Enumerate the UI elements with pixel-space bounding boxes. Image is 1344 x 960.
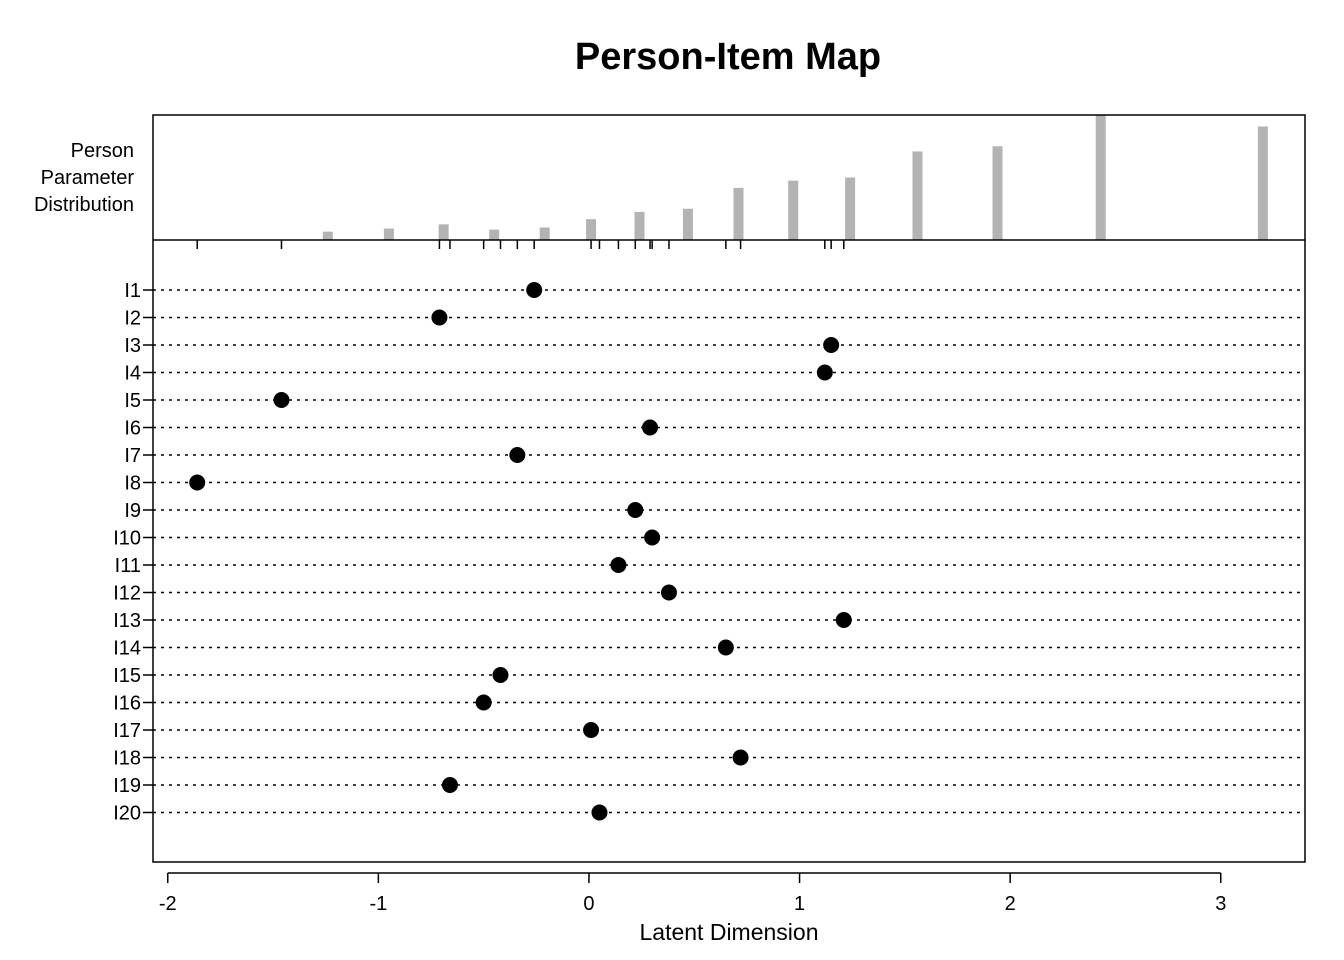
person-distribution-bar (1095, 115, 1106, 240)
item-location-point (660, 584, 677, 601)
item-label: I19 (113, 775, 141, 797)
person-label-line-2: Parameter (40, 167, 134, 189)
item-location-point (642, 419, 659, 436)
item-label: I11 (115, 555, 141, 577)
item-label: I12 (113, 583, 141, 605)
person-distribution-bar (438, 224, 449, 240)
item-location-point (189, 474, 206, 491)
item-label: I9 (124, 500, 141, 522)
item-location-point (441, 777, 458, 793)
item-label: I18 (113, 748, 141, 770)
person-distribution-bar (539, 227, 550, 240)
person-distribution-bar (383, 228, 394, 240)
item-label: I14 (113, 638, 141, 660)
x-tick-label: 1 (794, 893, 805, 915)
item-label: I1 (124, 280, 141, 302)
item-label: I16 (113, 693, 141, 715)
item-label: I7 (124, 445, 141, 467)
item-location-point (583, 722, 600, 738)
person-distribution-bar (322, 231, 333, 240)
person-distribution-bar (788, 180, 799, 240)
person-distribution-bar (682, 208, 693, 240)
item-location-point (591, 804, 608, 821)
x-tick-label: 3 (1215, 893, 1226, 915)
item-label: I17 (113, 720, 141, 742)
person-distribution-bar (992, 146, 1003, 240)
item-label: I4 (124, 363, 141, 385)
item-label: I2 (124, 308, 141, 330)
item-label: I20 (113, 803, 141, 825)
item-label: I6 (124, 418, 141, 440)
person-distribution-bar (1257, 126, 1268, 240)
item-location-point (732, 749, 749, 766)
x-axis-label: Latent Dimension (640, 919, 819, 945)
chart-title: Person-Item Map (574, 36, 882, 78)
item-label: I8 (124, 473, 141, 495)
person-label-line-3: Distribution (33, 194, 134, 216)
x-tick-label: -1 (369, 893, 387, 915)
item-location-point (823, 337, 840, 353)
item-location-point (273, 392, 290, 408)
item-label: I5 (124, 390, 141, 412)
item-location-point (492, 667, 509, 683)
item-location-point (509, 447, 526, 463)
x-tick-label: 2 (1005, 893, 1016, 915)
x-tick-label: -2 (159, 893, 177, 915)
item-location-point (431, 309, 448, 326)
plot-frame (152, 114, 1306, 863)
item-label: I10 (113, 528, 141, 550)
item-location-point (610, 557, 627, 573)
item-location-point (627, 502, 644, 518)
person-distribution-bar (912, 151, 923, 240)
item-label: I13 (113, 610, 141, 632)
item-location-point (835, 612, 852, 628)
person-distribution-bar (845, 177, 856, 240)
item-label: I3 (124, 335, 141, 357)
item-location-point (475, 694, 492, 711)
person-distribution-bar (489, 229, 500, 240)
item-location-point (717, 639, 734, 656)
item-location-point (526, 282, 543, 298)
x-tick-label: 0 (583, 893, 594, 915)
person-distribution-bar (733, 187, 744, 240)
person-distribution-bar (586, 219, 597, 240)
item-label: I15 (113, 665, 141, 687)
person-distribution-bar (634, 211, 645, 240)
item-location-point (644, 529, 661, 546)
item-location-point (816, 364, 833, 381)
person-label-line-1: Person (70, 140, 134, 162)
